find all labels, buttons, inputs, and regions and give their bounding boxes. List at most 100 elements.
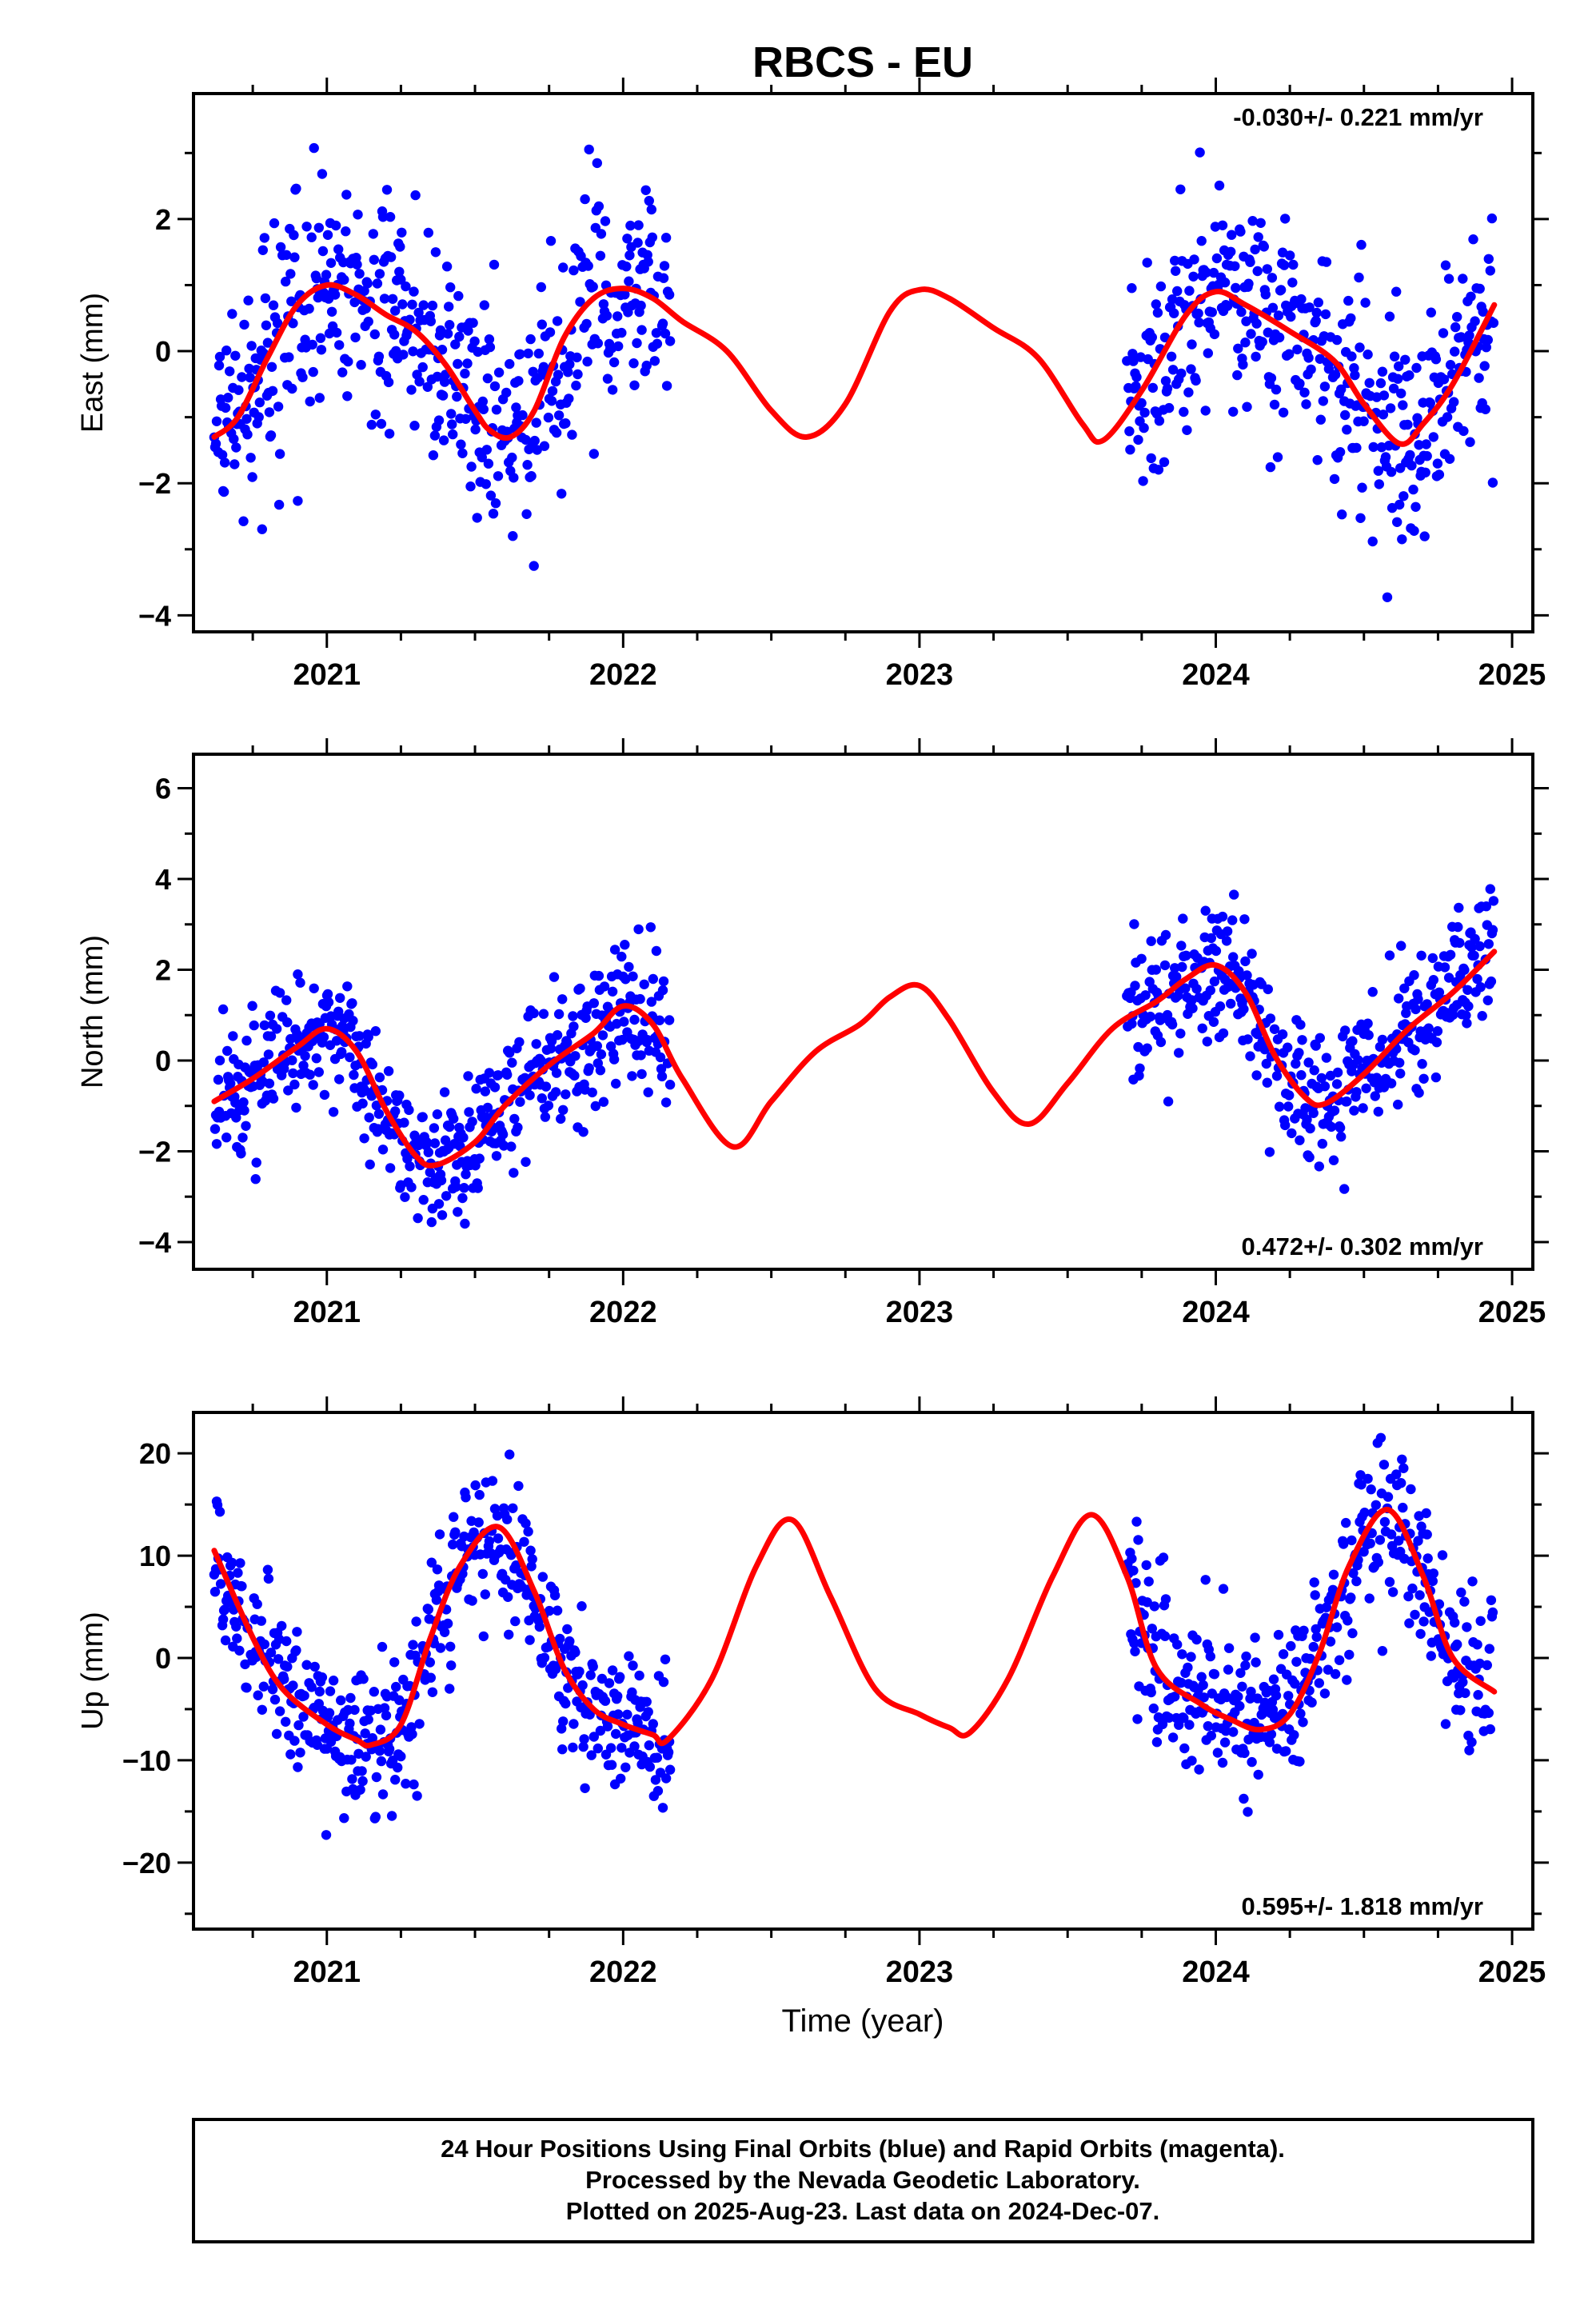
data-point bbox=[412, 1791, 422, 1801]
data-point bbox=[1388, 383, 1399, 393]
data-point bbox=[333, 1006, 344, 1017]
data-point bbox=[1335, 447, 1346, 457]
data-point bbox=[1470, 933, 1480, 945]
data-point bbox=[1334, 1655, 1345, 1665]
data-point bbox=[1364, 378, 1375, 388]
data-point bbox=[557, 489, 567, 499]
data-point bbox=[1303, 353, 1314, 363]
data-point bbox=[449, 1512, 459, 1522]
data-point bbox=[287, 1055, 297, 1065]
data-point bbox=[1167, 1019, 1178, 1030]
data-point bbox=[1187, 1003, 1198, 1013]
data-point bbox=[1432, 1026, 1443, 1037]
data-point bbox=[1483, 939, 1494, 949]
data-point bbox=[1295, 1756, 1305, 1767]
data-point bbox=[426, 1557, 437, 1568]
data-point bbox=[304, 303, 314, 314]
data-point bbox=[1245, 257, 1255, 267]
data-point bbox=[1428, 432, 1439, 442]
data-point bbox=[1195, 147, 1205, 158]
data-point bbox=[1206, 933, 1217, 944]
data-point bbox=[399, 1117, 409, 1128]
x-axis-label: Time (year) bbox=[782, 2003, 944, 2039]
data-point bbox=[473, 1183, 483, 1193]
data-point bbox=[269, 1694, 281, 1705]
data-point bbox=[506, 1141, 517, 1152]
data-point bbox=[660, 328, 671, 339]
panel-north: 2021 2022 2023 2024 2025 −4 −2 0 2 4 6 North (mm) 0.… bbox=[76, 738, 1549, 1329]
data-point bbox=[227, 1557, 237, 1568]
data-point bbox=[1373, 465, 1384, 476]
data-points bbox=[209, 884, 1499, 1229]
data-point bbox=[365, 1159, 375, 1170]
data-point bbox=[624, 250, 635, 261]
data-point bbox=[1163, 402, 1175, 413]
data-point bbox=[502, 1069, 513, 1081]
data-point bbox=[317, 246, 329, 257]
data-point bbox=[390, 1106, 401, 1117]
data-point bbox=[413, 307, 424, 318]
data-point bbox=[1131, 1578, 1141, 1588]
data-point bbox=[568, 1011, 578, 1021]
y-tick-label: −2 bbox=[138, 467, 171, 500]
data-point bbox=[1209, 329, 1220, 340]
data-point bbox=[1359, 1508, 1370, 1518]
data-point bbox=[308, 1080, 318, 1090]
data-point bbox=[514, 1037, 525, 1048]
data-point bbox=[1139, 422, 1149, 433]
data-point bbox=[1202, 1037, 1213, 1047]
data-point bbox=[293, 1720, 304, 1731]
data-point bbox=[521, 1157, 531, 1168]
data-point bbox=[1474, 373, 1484, 383]
data-point bbox=[446, 409, 457, 419]
data-point bbox=[579, 1734, 589, 1744]
data-point bbox=[484, 334, 495, 345]
data-point bbox=[1247, 216, 1258, 226]
data-point bbox=[1425, 397, 1436, 409]
data-point bbox=[256, 1616, 266, 1626]
x-tick-label: 2022 bbox=[589, 658, 657, 692]
data-point bbox=[1174, 1048, 1184, 1058]
data-point bbox=[658, 273, 669, 283]
data-point bbox=[1151, 299, 1162, 310]
data-point bbox=[604, 1678, 615, 1688]
data-point bbox=[239, 1105, 249, 1116]
data-point bbox=[602, 1721, 613, 1732]
data-point bbox=[656, 1064, 667, 1074]
data-point bbox=[277, 1620, 287, 1632]
data-point bbox=[452, 391, 462, 402]
data-point bbox=[1299, 387, 1310, 397]
data-point bbox=[1274, 332, 1285, 343]
data-point bbox=[600, 216, 611, 226]
data-point bbox=[575, 983, 585, 994]
data-point bbox=[425, 1672, 436, 1683]
data-point bbox=[550, 1087, 561, 1097]
data-point bbox=[445, 320, 455, 330]
data-point bbox=[545, 327, 556, 338]
data-point bbox=[644, 1761, 655, 1772]
data-point bbox=[1358, 1103, 1368, 1113]
data-point bbox=[1336, 1132, 1347, 1142]
data-point bbox=[1285, 250, 1295, 261]
data-point bbox=[1205, 985, 1216, 996]
y-tick-label: −4 bbox=[138, 1226, 171, 1259]
data-point bbox=[258, 1681, 269, 1692]
data-point bbox=[374, 269, 385, 279]
data-point bbox=[584, 144, 594, 155]
data-point bbox=[295, 1748, 305, 1758]
data-point bbox=[295, 977, 305, 988]
data-point bbox=[541, 1081, 552, 1092]
data-point bbox=[1382, 592, 1393, 602]
data-point bbox=[1288, 259, 1299, 270]
data-point bbox=[211, 416, 222, 426]
data-point bbox=[375, 1724, 386, 1735]
data-point bbox=[1295, 1020, 1306, 1030]
data-point bbox=[1271, 384, 1282, 395]
data-point bbox=[1223, 1643, 1235, 1653]
data-point bbox=[1186, 364, 1196, 374]
x-tick-label: 2021 bbox=[293, 1955, 361, 1989]
data-point bbox=[1419, 531, 1430, 541]
data-point bbox=[245, 372, 255, 383]
data-point bbox=[1337, 509, 1347, 520]
data-point bbox=[381, 1710, 392, 1721]
